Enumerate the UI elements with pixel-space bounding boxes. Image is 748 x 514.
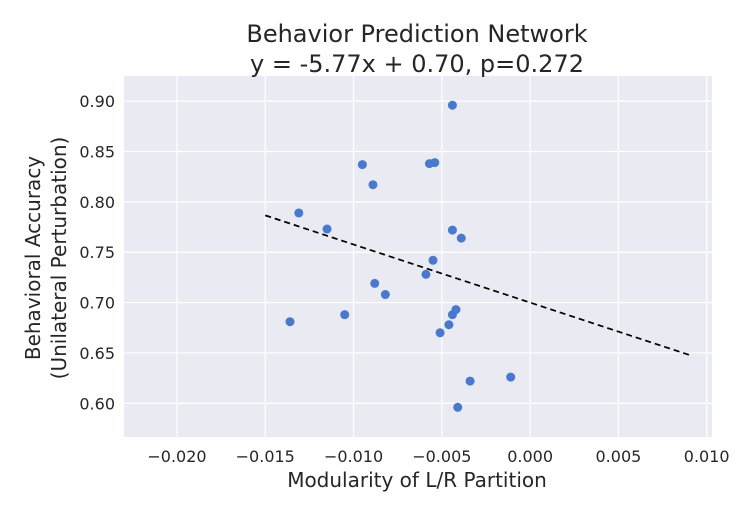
y-axis-label: Behavioral Accuracy xyxy=(21,156,45,360)
data-point xyxy=(368,180,378,190)
data-point xyxy=(428,255,438,265)
chart-subtitle: y = -5.77x + 0.70, p=0.272 xyxy=(250,50,584,78)
x-axis-label: Modularity of L/R Partition xyxy=(287,468,547,492)
y-tick-label: 0.75 xyxy=(79,243,115,262)
data-point xyxy=(370,278,380,288)
x-tick-label: 0.005 xyxy=(596,447,642,466)
x-tick-labels: −0.020 −0.015 −0.010 −0.005 0.000 0.005 0.010 xyxy=(147,447,729,466)
data-point xyxy=(447,310,457,320)
y-tick-label: 0.60 xyxy=(79,394,115,413)
x-tick-label: 0.010 xyxy=(684,447,730,466)
data-point xyxy=(294,208,304,218)
x-tick-label: −0.005 xyxy=(412,447,471,466)
y-tick-label: 0.85 xyxy=(79,143,115,162)
y-tick-label: 0.90 xyxy=(79,92,115,111)
data-point xyxy=(447,100,457,110)
data-point xyxy=(444,320,454,330)
y-tick-labels: 0.60 0.65 0.70 0.75 0.80 0.85 0.90 xyxy=(79,92,115,413)
regression-line xyxy=(264,214,690,356)
data-point xyxy=(322,224,332,234)
data-point xyxy=(340,310,350,320)
x-tick-label: −0.020 xyxy=(147,447,206,466)
chart-title: Behavior Prediction Network xyxy=(246,20,587,48)
data-point xyxy=(380,290,390,300)
data-point xyxy=(465,376,475,386)
x-tick-label: −0.015 xyxy=(236,447,295,466)
data-point xyxy=(506,372,516,382)
data-point xyxy=(421,269,431,279)
plot-area xyxy=(124,76,712,437)
data-point xyxy=(430,158,440,168)
x-tick-label: −0.010 xyxy=(324,447,383,466)
data-point xyxy=(435,328,445,338)
data-point xyxy=(453,402,463,412)
data-points xyxy=(285,100,516,412)
y-tick-label: 0.80 xyxy=(79,193,115,212)
y-tick-label: 0.70 xyxy=(79,294,115,313)
x-tick-label: 0.000 xyxy=(507,447,553,466)
data-point xyxy=(285,317,295,327)
fit-line-group xyxy=(264,214,690,356)
y-tick-label: 0.65 xyxy=(79,344,115,363)
data-point xyxy=(456,233,466,243)
grid-lines xyxy=(124,76,712,437)
data-point xyxy=(447,225,457,235)
data-point xyxy=(357,160,367,170)
y-axis-label-line2: (Unilateral Perturbation) xyxy=(47,137,71,380)
